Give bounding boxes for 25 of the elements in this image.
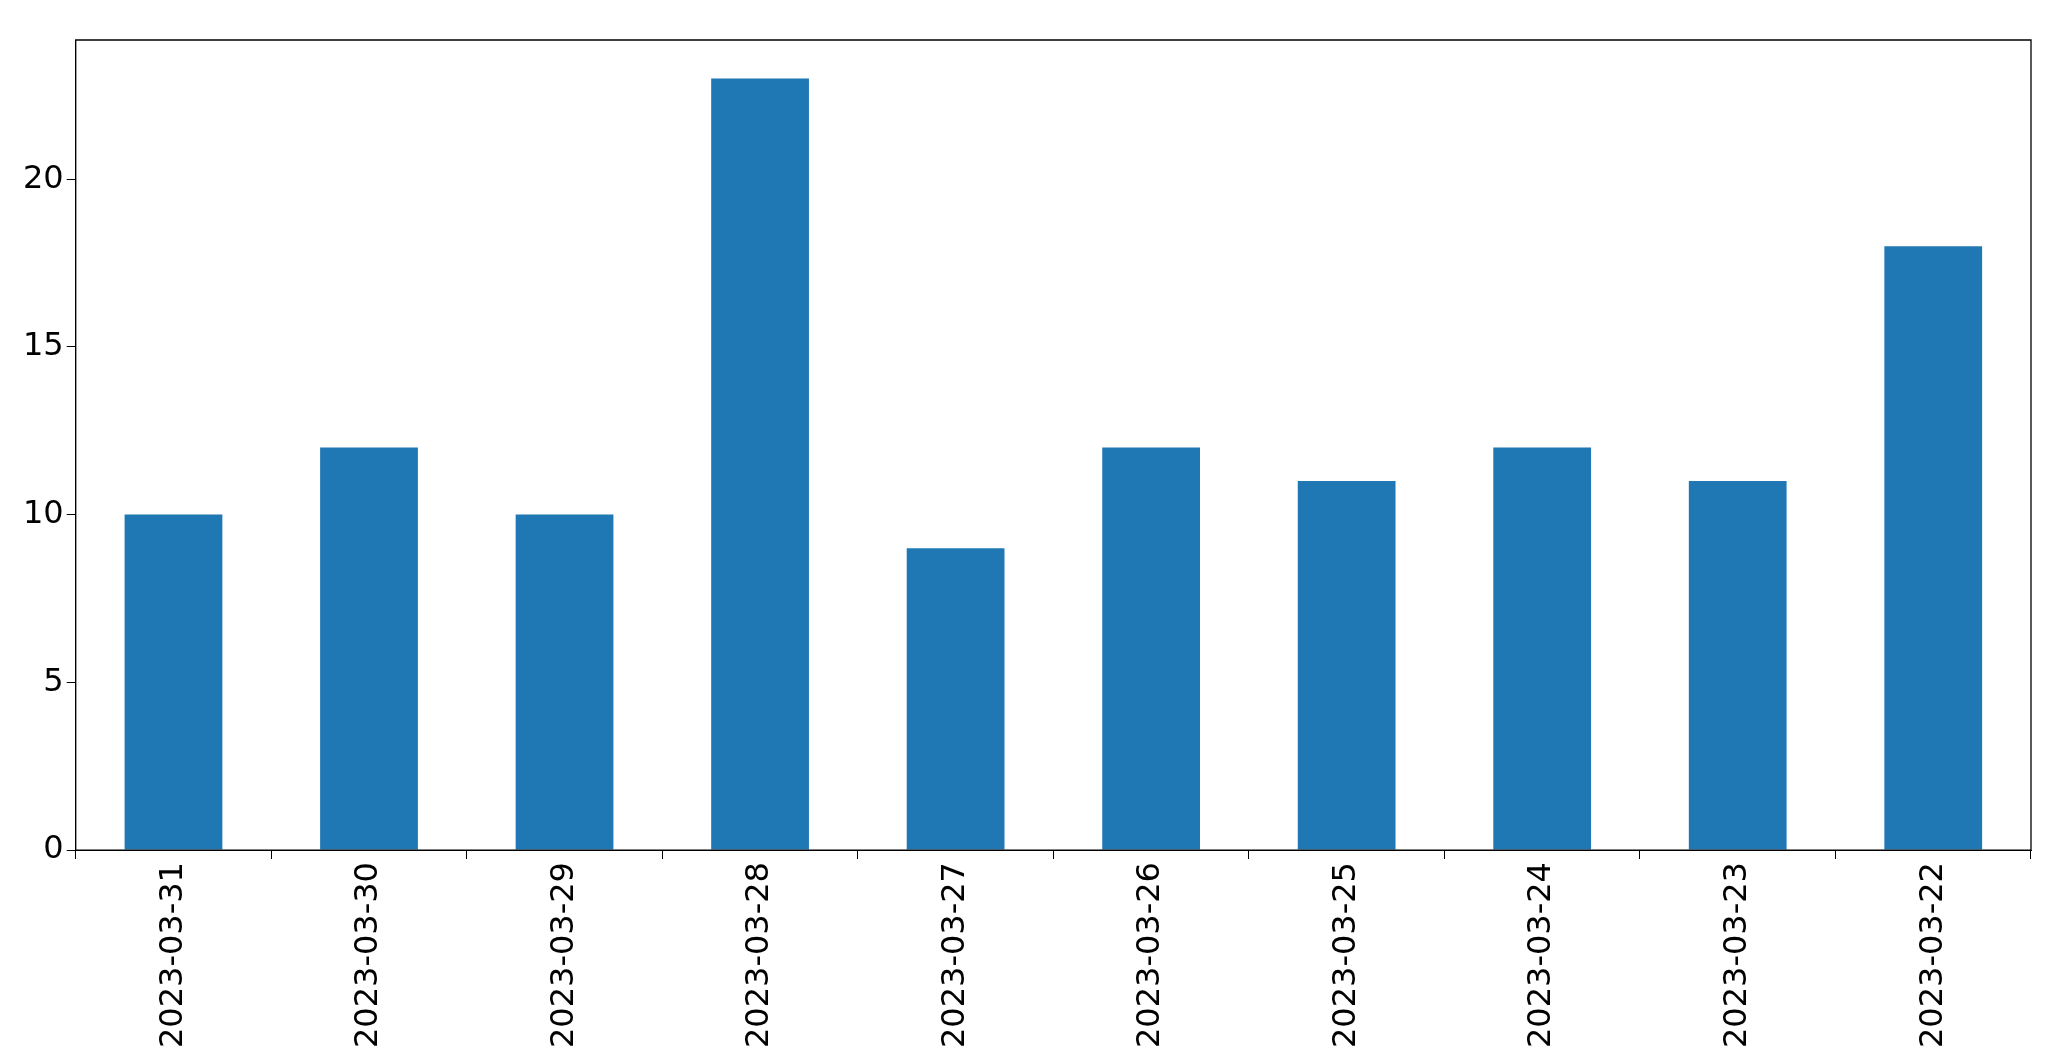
x-tick-label: 2023-03-25 bbox=[1324, 862, 1363, 1048]
bar bbox=[1102, 447, 1201, 850]
bar bbox=[1884, 246, 1983, 850]
y-tick-label: 15 bbox=[23, 325, 64, 364]
y-tick-label: 20 bbox=[23, 157, 64, 196]
x-tick-label: 2023-03-22 bbox=[1911, 862, 1950, 1048]
y-tick-label: 5 bbox=[43, 660, 64, 699]
bar bbox=[320, 447, 418, 850]
x-tick-label: 2023-03-24 bbox=[1520, 862, 1559, 1048]
x-tick-label: 2023-03-31 bbox=[151, 862, 190, 1048]
bar bbox=[711, 78, 809, 850]
x-tick-label: 2023-03-27 bbox=[933, 862, 972, 1048]
x-tick-label: 2023-03-30 bbox=[347, 862, 386, 1048]
x-tick-label: 2023-03-26 bbox=[1129, 862, 1168, 1048]
bar bbox=[1688, 481, 1787, 850]
x-tick-label: 2023-03-29 bbox=[542, 862, 581, 1048]
bar bbox=[906, 548, 1005, 850]
x-tick-label: 2023-03-23 bbox=[1716, 862, 1755, 1048]
x-tick-label: 2023-03-28 bbox=[738, 862, 777, 1048]
bar bbox=[1297, 481, 1396, 850]
bar bbox=[124, 514, 223, 850]
y-tick-label: 10 bbox=[23, 492, 64, 531]
bar bbox=[1493, 447, 1592, 850]
y-tick-label: 0 bbox=[43, 828, 64, 867]
bar bbox=[515, 514, 614, 850]
